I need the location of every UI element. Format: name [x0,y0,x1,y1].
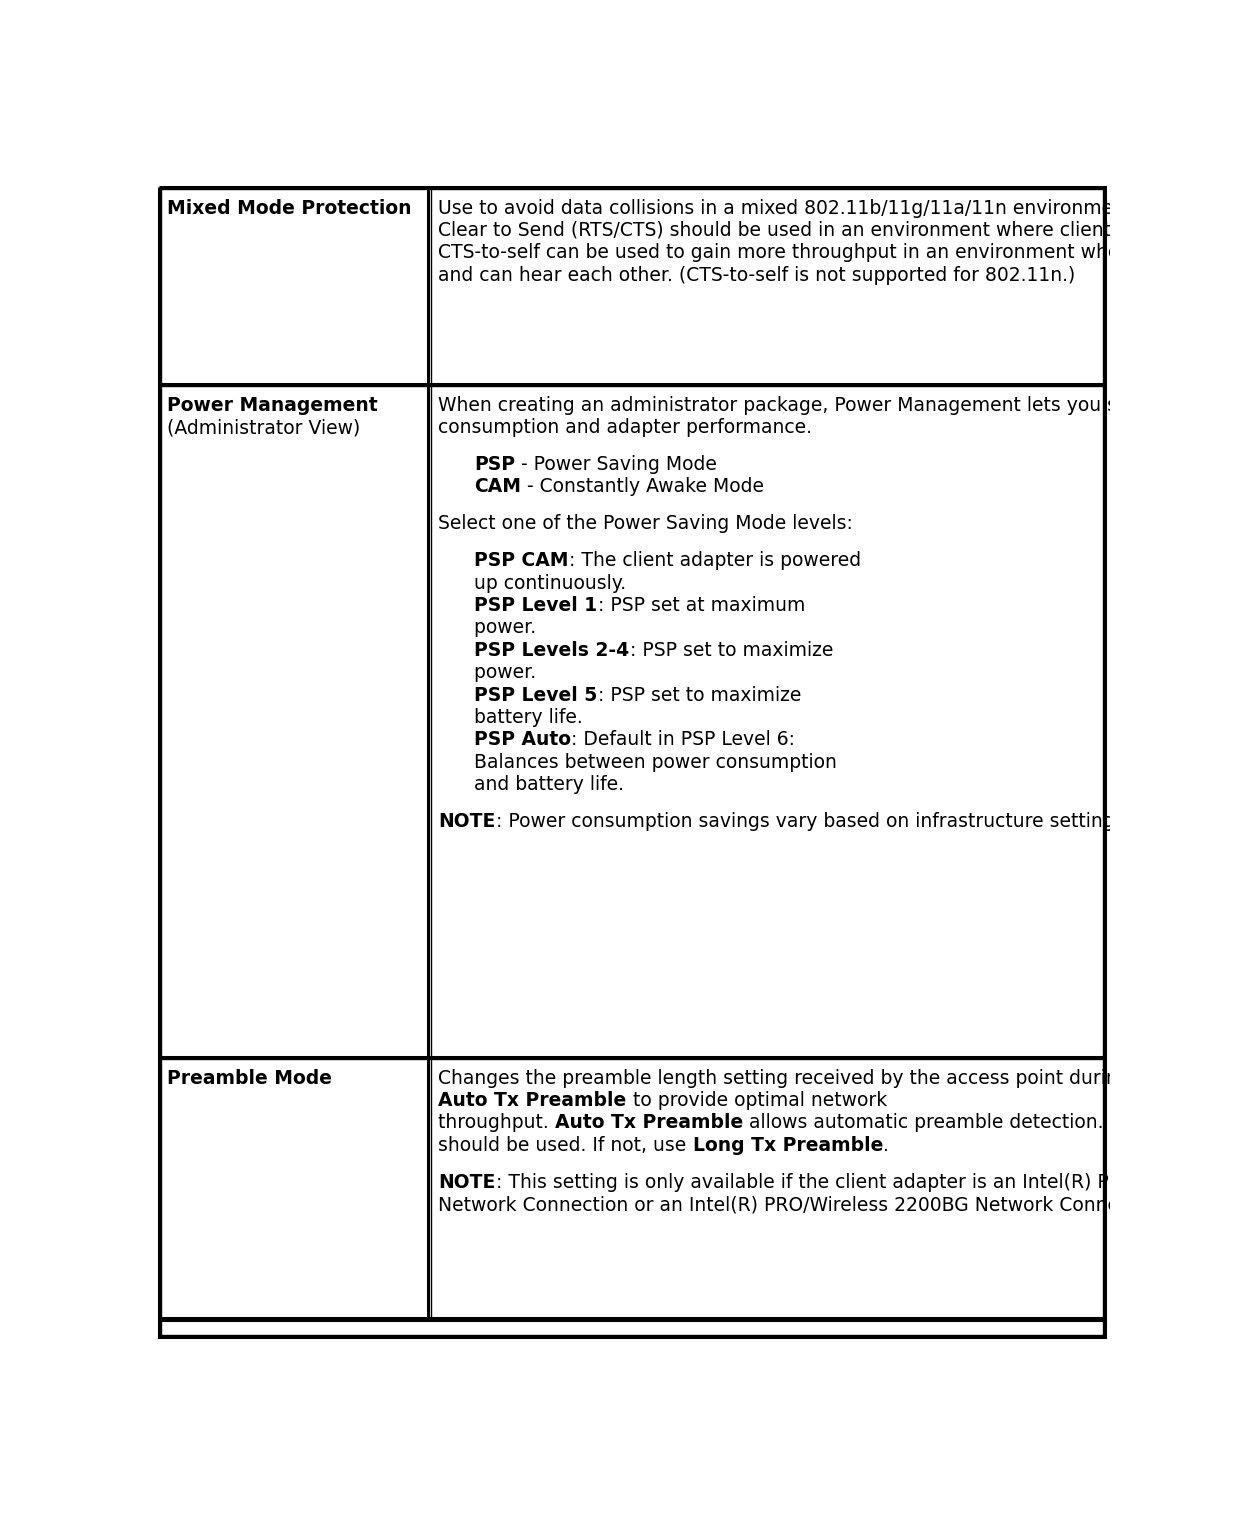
Text: - Power Saving Mode: - Power Saving Mode [515,455,718,475]
Text: consumption and adapter performance.: consumption and adapter performance. [439,418,813,437]
Text: Long Tx Preamble: Long Tx Preamble [693,1136,883,1154]
Text: PSP Levels 2-4: PSP Levels 2-4 [475,640,630,660]
Text: : Default in PSP Level 6:: : Default in PSP Level 6: [571,730,795,750]
Text: PSP: PSP [475,455,515,475]
Text: Select one of the Power Saving Mode levels:: Select one of the Power Saving Mode leve… [439,514,853,534]
Text: and battery life.: and battery life. [439,776,624,794]
Text: Mixed Mode Protection: Mixed Mode Protection [166,199,411,218]
Text: throughput.: throughput. [439,1113,555,1132]
Text: battery life.: battery life. [439,707,583,727]
Text: CAM: CAM [475,478,522,496]
Text: Changes the preamble length setting received by the access point during an initi: Changes the preamble length setting rece… [439,1069,1233,1088]
Text: When creating an administrator package, Power Management lets you select a balan: When creating an administrator package, … [439,395,1233,415]
Text: power.: power. [439,619,536,637]
Text: power.: power. [439,663,536,683]
Text: Auto Tx Preamble: Auto Tx Preamble [555,1113,743,1132]
Text: (Administrator View): (Administrator View) [166,418,360,437]
Text: Use to avoid data collisions in a mixed 802.11b/11g/11a/11n environment. Request: Use to avoid data collisions in a mixed … [439,199,1233,218]
Text: CTS-to-self can be used to gain more throughput in an environment where clients : CTS-to-self can be used to gain more thr… [439,243,1233,263]
Text: Power Management: Power Management [166,395,377,415]
Text: Balances between power consumption: Balances between power consumption [439,753,837,771]
Text: Preamble Mode: Preamble Mode [166,1069,332,1088]
Text: : PSP set at maximum: : PSP set at maximum [598,596,805,614]
Text: NOTE: NOTE [439,1173,496,1191]
Text: PSP Auto: PSP Auto [475,730,571,750]
Text: : The client adapter is powered: : The client adapter is powered [568,551,861,570]
Text: : PSP set to maximize: : PSP set to maximize [630,640,832,660]
Text: : This setting is only available if the client adapter is an Intel(R) PRO/Wirele: : This setting is only available if the … [496,1173,1233,1191]
Text: and can hear each other. (CTS-to-self is not supported for 802.11n.): and can hear each other. (CTS-to-self is… [439,266,1075,284]
Text: should be used. If not, use: should be used. If not, use [439,1136,693,1154]
Text: - Constantly Awake Mode: - Constantly Awake Mode [522,478,764,496]
Text: to provide optimal network: to provide optimal network [626,1091,887,1110]
Text: up continuously.: up continuously. [439,573,626,593]
Text: PSP CAM: PSP CAM [475,551,568,570]
Text: NOTE: NOTE [439,812,496,830]
Text: Auto Tx Preamble: Auto Tx Preamble [439,1091,626,1110]
Text: : PSP set to maximize: : PSP set to maximize [598,686,801,704]
Text: PSP Level 5: PSP Level 5 [475,686,598,704]
Text: Clear to Send (RTS/CTS) should be used in an environment where clients may not h: Clear to Send (RTS/CTS) should be used i… [439,221,1233,240]
Text: PSP Level 1: PSP Level 1 [475,596,598,614]
Text: allows automatic preamble detection. If supported, short preamble: allows automatic preamble detection. If … [743,1113,1233,1132]
Text: .: . [883,1136,889,1154]
Text: Network Connection or an Intel(R) PRO/Wireless 2200BG Network Connection.: Network Connection or an Intel(R) PRO/Wi… [439,1196,1171,1214]
Text: : Power consumption savings vary based on infrastructure settings.: : Power consumption savings vary based o… [496,812,1129,830]
